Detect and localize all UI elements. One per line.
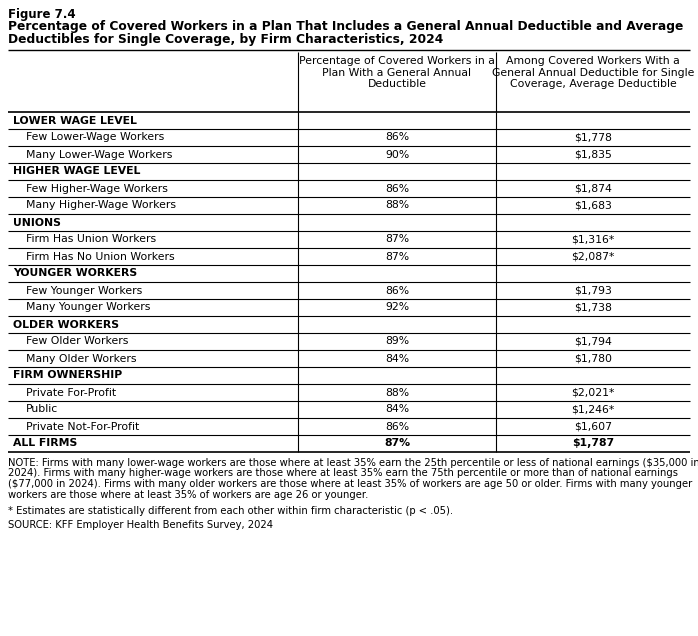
Text: Among Covered Workers With a
General Annual Deductible for Single
Coverage, Aver: Among Covered Workers With a General Ann… <box>492 56 695 89</box>
Text: Percentage of Covered Workers in a Plan That Includes a General Annual Deductibl: Percentage of Covered Workers in a Plan … <box>8 20 683 33</box>
Text: $1,607: $1,607 <box>574 422 612 431</box>
Text: $1,787: $1,787 <box>572 438 614 448</box>
Text: $1,874: $1,874 <box>574 184 612 193</box>
Text: $1,780: $1,780 <box>574 354 612 364</box>
Text: 86%: 86% <box>385 286 409 296</box>
Text: ALL FIRMS: ALL FIRMS <box>13 438 77 448</box>
Text: Few Higher-Wage Workers: Few Higher-Wage Workers <box>26 184 168 193</box>
Text: Public: Public <box>26 404 58 415</box>
Text: $1,778: $1,778 <box>574 132 612 142</box>
Text: 89%: 89% <box>385 336 409 347</box>
Text: FIRM OWNERSHIP: FIRM OWNERSHIP <box>13 371 122 380</box>
Text: Many Lower-Wage Workers: Many Lower-Wage Workers <box>26 149 172 160</box>
Text: 87%: 87% <box>385 251 409 261</box>
Text: 88%: 88% <box>385 200 409 211</box>
Text: $1,683: $1,683 <box>574 200 612 211</box>
Text: Figure 7.4: Figure 7.4 <box>8 8 75 21</box>
Text: workers are those where at least 35% of workers are age 26 or younger.: workers are those where at least 35% of … <box>8 490 369 499</box>
Text: Many Older Workers: Many Older Workers <box>26 354 137 364</box>
Text: 86%: 86% <box>385 132 409 142</box>
Text: Private For-Profit: Private For-Profit <box>26 387 116 398</box>
Text: Deductibles for Single Coverage, by Firm Characteristics, 2024: Deductibles for Single Coverage, by Firm… <box>8 33 443 46</box>
Text: NOTE: Firms with many lower-wage workers are those where at least 35% earn the 2: NOTE: Firms with many lower-wage workers… <box>8 458 698 468</box>
Text: 84%: 84% <box>385 354 409 364</box>
Text: Many Higher-Wage Workers: Many Higher-Wage Workers <box>26 200 176 211</box>
Text: Percentage of Covered Workers in a
Plan With a General Annual
Deductible: Percentage of Covered Workers in a Plan … <box>299 56 495 89</box>
Text: YOUNGER WORKERS: YOUNGER WORKERS <box>13 268 137 279</box>
Text: $1,793: $1,793 <box>574 286 612 296</box>
Text: $2,021*: $2,021* <box>571 387 615 398</box>
Text: 88%: 88% <box>385 387 409 398</box>
Text: 92%: 92% <box>385 303 409 312</box>
Text: $1,794: $1,794 <box>574 336 612 347</box>
Text: OLDER WORKERS: OLDER WORKERS <box>13 319 119 329</box>
Text: 90%: 90% <box>385 149 409 160</box>
Text: 2024). Firms with many higher-wage workers are those where at least 35% earn the: 2024). Firms with many higher-wage worke… <box>8 469 678 478</box>
Text: 86%: 86% <box>385 184 409 193</box>
Text: LOWER WAGE LEVEL: LOWER WAGE LEVEL <box>13 116 137 125</box>
Text: Firm Has No Union Workers: Firm Has No Union Workers <box>26 251 174 261</box>
Text: 86%: 86% <box>385 422 409 431</box>
Text: $2,087*: $2,087* <box>571 251 615 261</box>
Text: $1,835: $1,835 <box>574 149 612 160</box>
Text: HIGHER WAGE LEVEL: HIGHER WAGE LEVEL <box>13 167 140 177</box>
Text: 84%: 84% <box>385 404 409 415</box>
Text: $1,246*: $1,246* <box>572 404 615 415</box>
Text: Many Younger Workers: Many Younger Workers <box>26 303 150 312</box>
Text: $1,738: $1,738 <box>574 303 612 312</box>
Text: Firm Has Union Workers: Firm Has Union Workers <box>26 235 156 244</box>
Text: Few Older Workers: Few Older Workers <box>26 336 128 347</box>
Text: ($77,000 in 2024). Firms with many older workers are those where at least 35% of: ($77,000 in 2024). Firms with many older… <box>8 479 692 489</box>
Text: 87%: 87% <box>385 235 409 244</box>
Text: SOURCE: KFF Employer Health Benefits Survey, 2024: SOURCE: KFF Employer Health Benefits Sur… <box>8 520 273 530</box>
Text: Private Not-For-Profit: Private Not-For-Profit <box>26 422 139 431</box>
Text: Few Younger Workers: Few Younger Workers <box>26 286 142 296</box>
Text: $1,316*: $1,316* <box>572 235 615 244</box>
Text: Few Lower-Wage Workers: Few Lower-Wage Workers <box>26 132 164 142</box>
Text: UNIONS: UNIONS <box>13 218 61 228</box>
Text: * Estimates are statistically different from each other within firm characterist: * Estimates are statistically different … <box>8 506 453 516</box>
Text: 87%: 87% <box>384 438 410 448</box>
